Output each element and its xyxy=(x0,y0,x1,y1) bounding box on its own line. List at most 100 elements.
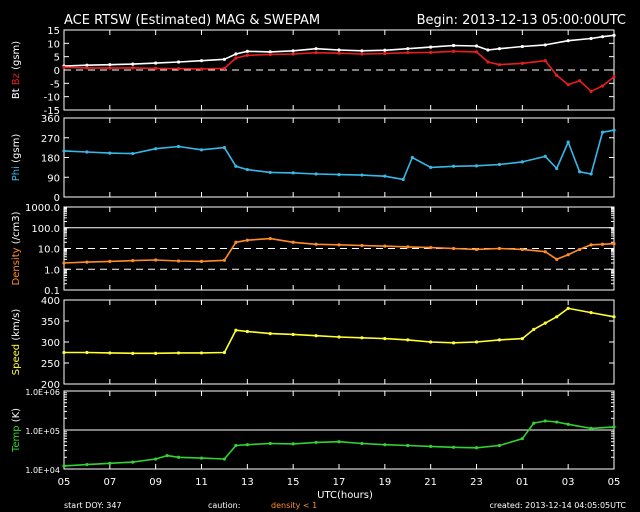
x-tick-label: 03 xyxy=(562,477,575,488)
time-axis: 05 07 09 11 13 15 17 19 21 23 01 03 05 xyxy=(58,477,621,488)
density-caution-text: density < 1 xyxy=(271,501,317,510)
density-series-density-point xyxy=(612,242,616,246)
phi-series-phi-point xyxy=(600,130,605,134)
x-tick-label: 23 xyxy=(470,477,483,488)
temp-series-temp-point xyxy=(520,437,524,441)
mag-series-bt-point xyxy=(268,50,272,54)
density-y-label-part: Density xyxy=(11,247,22,285)
temp-series-temp-point xyxy=(474,446,479,450)
density-series-density-point xyxy=(578,247,582,252)
speed-series-speed-point xyxy=(291,332,295,337)
temp-series-temp-point xyxy=(154,457,158,461)
phi-series-phi-point xyxy=(383,174,387,178)
speed-y-axis-label: Speed (km/s) xyxy=(11,309,22,376)
density-series-density-point xyxy=(555,257,559,261)
density-series-density-point xyxy=(234,240,238,244)
mag-series-bz-point xyxy=(589,89,593,93)
mag-series-bz-point xyxy=(406,51,410,55)
temp-series-temp-point xyxy=(406,443,410,448)
mag-series-bt-point xyxy=(337,48,341,52)
temp-series-temp-point xyxy=(245,443,249,447)
mag-y-label-part: Bt xyxy=(11,88,22,99)
speed-series-speed-line xyxy=(64,307,615,355)
phi-series-phi-point xyxy=(451,164,456,168)
mag-series-bz-point xyxy=(245,53,249,57)
mag-series-bt-point xyxy=(199,59,204,63)
mag-series-bt-point xyxy=(600,35,605,39)
mag-y-tick-label: 10 xyxy=(47,39,60,50)
x-tick-label: 11 xyxy=(195,477,208,488)
phi-series-phi-point xyxy=(199,148,204,152)
x-tick-label: 21 xyxy=(424,477,437,488)
temp-series-temp-point xyxy=(314,440,318,445)
temp-series-temp-point xyxy=(222,457,227,461)
temp-series-temp-point xyxy=(199,456,204,460)
mag-series-bz-point xyxy=(360,52,364,56)
density-series-density-point xyxy=(520,247,524,252)
speed-series-speed-point xyxy=(154,351,158,355)
speed-series-speed-point xyxy=(85,350,89,355)
phi-y-tick-label: 90 xyxy=(47,173,60,184)
speed-series-speed-point xyxy=(245,329,249,334)
temp-series-temp-point xyxy=(85,462,89,467)
mag-y-tick-label: 5 xyxy=(54,53,60,64)
speed-series-speed-point xyxy=(337,335,341,339)
speed-series-speed-point xyxy=(383,337,387,341)
panel-speed: 400 350 300 250 200 Speed (km/s) xyxy=(11,296,616,391)
speed-y-label-part: Speed xyxy=(11,344,22,375)
temp-series-temp-point xyxy=(234,443,238,448)
temp-series-temp-point xyxy=(497,443,502,448)
phi-series-phi-point xyxy=(268,170,272,175)
x-tick-label: 15 xyxy=(287,477,300,488)
mag-series-bt-point xyxy=(406,47,410,51)
temp-series-temp-point xyxy=(383,443,387,447)
mag-series-bz-point xyxy=(176,67,181,71)
mag-series-bt-point xyxy=(85,63,89,67)
x-tick-label: 19 xyxy=(378,477,391,488)
mag-series-bz-point xyxy=(612,75,616,79)
panel-density: 1000.0 100.0 10.0 1.0 0.1 Density (/cm3) xyxy=(11,203,616,297)
phi-series-phi-point xyxy=(612,128,616,132)
mag-series-bz-point xyxy=(383,51,387,56)
mag-series-bz-point xyxy=(543,59,547,63)
phi-series-phi-point xyxy=(337,173,341,177)
panel-temp: 1.0E+06 1.0E+05 1.0E+04 Temp (K) xyxy=(11,388,616,475)
speed-y-tick-label: 200 xyxy=(41,380,60,391)
phi-series-phi-line xyxy=(63,129,615,181)
mag-series-bt-point xyxy=(245,49,249,53)
density-series-density-point xyxy=(291,240,295,244)
density-y-axis-label: Density (/cm3) xyxy=(11,211,22,285)
phi-series-phi-point xyxy=(578,170,582,174)
speed-series-speed-point xyxy=(108,351,112,355)
phi-series-phi-point xyxy=(131,151,135,156)
mag-series-bt-point xyxy=(451,43,456,48)
mag-series-bz-point xyxy=(474,50,479,54)
density-series-density-point xyxy=(383,244,387,248)
mag-series-bz-point xyxy=(199,67,204,71)
mag-series-bt-point xyxy=(108,63,112,67)
density-series-density-point xyxy=(245,238,249,242)
density-series-density-point xyxy=(451,246,456,251)
mag-series-bz-point xyxy=(314,51,318,55)
speed-series-speed-point xyxy=(474,340,479,344)
mag-y-tick-label: -10 xyxy=(44,93,60,104)
mag-series-bz-point xyxy=(268,52,272,57)
temp-series-temp-point xyxy=(589,426,593,430)
density-series-density-point xyxy=(360,243,364,248)
density-series-density-point xyxy=(566,253,570,257)
density-series-density-point xyxy=(85,260,89,264)
speed-y-tick-label: 400 xyxy=(41,296,60,307)
speed-series-speed-point xyxy=(222,350,227,355)
mag-series-bz-point xyxy=(600,84,605,88)
density-series-density-point xyxy=(108,259,112,263)
temp-series-temp-point xyxy=(176,455,181,459)
temp-series-temp-point xyxy=(291,442,295,446)
density-series-density-point xyxy=(406,245,410,249)
created-text: created: 2013-12-14 04:05:05UTC xyxy=(489,501,626,510)
speed-series-speed-point xyxy=(234,328,238,332)
mag-series-bz-point xyxy=(497,63,502,67)
mag-series-bt-point xyxy=(314,47,318,51)
mag-series-bt-point xyxy=(486,48,490,52)
speed-series-speed-point xyxy=(532,327,536,331)
